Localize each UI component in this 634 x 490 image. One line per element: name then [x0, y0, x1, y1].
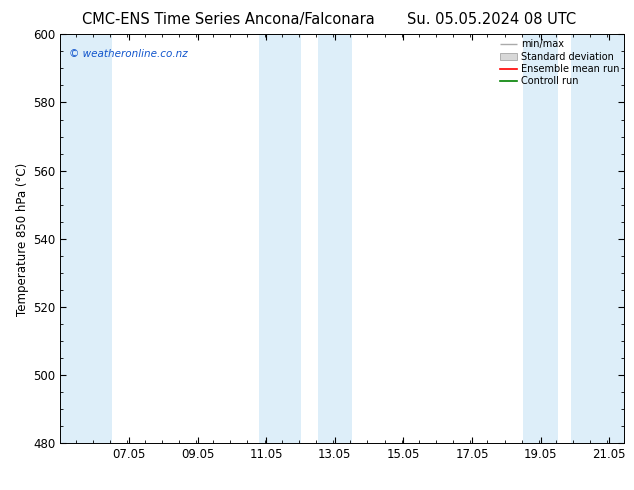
Bar: [259, 34, 301, 443]
Text: CMC-ENS Time Series Ancona/Falconara: CMC-ENS Time Series Ancona/Falconara: [82, 12, 375, 27]
Text: © weatheronline.co.nz: © weatheronline.co.nz: [68, 49, 188, 59]
Bar: [571, 34, 624, 443]
Legend: min/max, Standard deviation, Ensemble mean run, Controll run: min/max, Standard deviation, Ensemble me…: [500, 39, 619, 86]
Bar: [523, 34, 558, 443]
Bar: [318, 34, 352, 443]
Bar: [60, 34, 112, 443]
Text: Su. 05.05.2024 08 UTC: Su. 05.05.2024 08 UTC: [407, 12, 576, 27]
Y-axis label: Temperature 850 hPa (°C): Temperature 850 hPa (°C): [16, 162, 29, 316]
